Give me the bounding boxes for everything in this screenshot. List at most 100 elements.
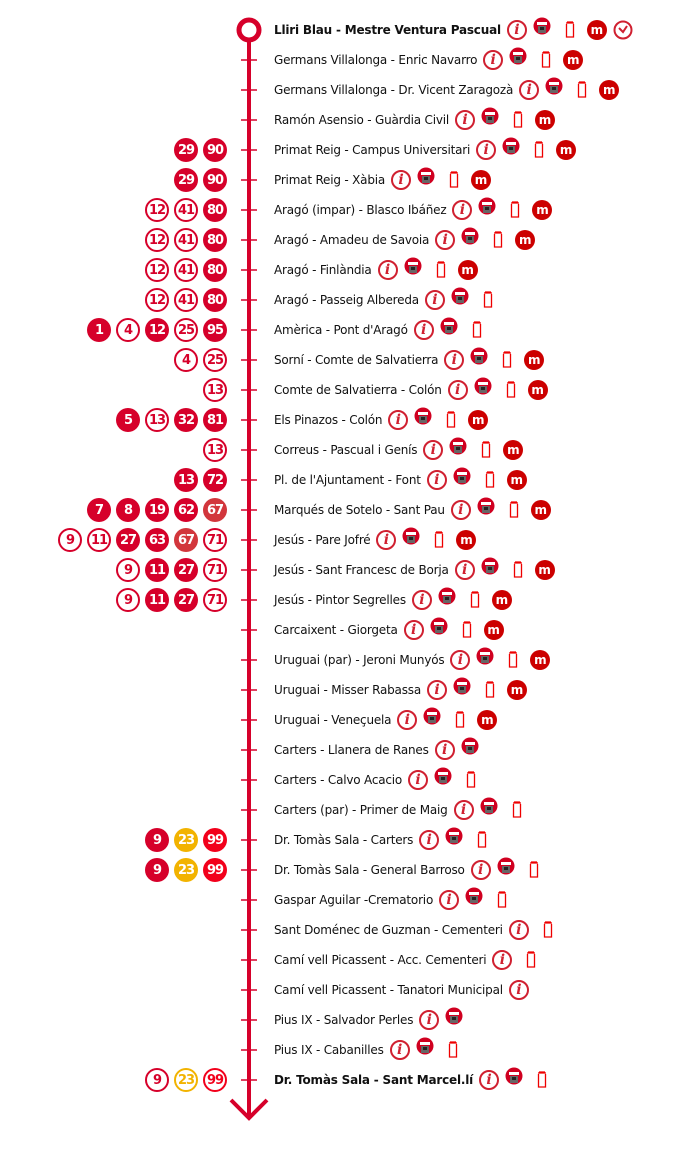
stop[interactable]: Germans Villalonga - Enric Navarro i m [274, 45, 584, 75]
line-badge[interactable]: 63 [145, 528, 169, 552]
line-badge[interactable]: 71 [203, 528, 227, 552]
stop-name[interactable]: Carcaixent - Giorgeta [274, 623, 398, 637]
line-badge[interactable]: 9 [58, 528, 82, 552]
stop-name[interactable]: Uruguai - Veneçuela [274, 713, 392, 727]
line-badge[interactable]: 95 [203, 318, 227, 342]
stop[interactable]: Ramón Asensio - Guàrdia Civil i m [274, 105, 555, 135]
stop-name[interactable]: Carters (par) - Primer de Maig [274, 803, 448, 817]
line-badge[interactable]: 11 [145, 588, 169, 612]
info-icon[interactable]: i [483, 50, 504, 70]
metro-icon[interactable]: m [468, 410, 489, 430]
stop[interactable]: Camí vell Picassent - Tanatori Municipal… [274, 975, 529, 1005]
line-badge[interactable]: 13 [145, 408, 169, 432]
stop-name[interactable]: Pius IX - Cabanilles [274, 1043, 384, 1057]
info-icon[interactable]: i [411, 590, 432, 610]
info-icon[interactable]: i [408, 770, 429, 790]
stop-name[interactable]: Aragó - Amadeu de Savoia [274, 233, 430, 247]
stop-name[interactable]: Dr. Tomàs Sala - General Barroso [274, 863, 465, 877]
info-icon[interactable]: i [450, 650, 471, 670]
line-badge[interactable]: 23 [174, 828, 198, 852]
info-icon[interactable]: i [403, 620, 424, 640]
stop[interactable]: Dr. Tomàs Sala - Sant Marcel.lí i [274, 1065, 547, 1095]
stop-name[interactable]: Correus - Pascual i Genís [274, 443, 418, 457]
stop[interactable]: Dr. Tomàs Sala - General Barroso i [274, 855, 539, 885]
line-badge[interactable]: 23 [174, 858, 198, 882]
line-badge[interactable]: 4 [116, 318, 140, 342]
line-badge[interactable]: 9 [145, 1068, 169, 1092]
info-icon[interactable]: i [455, 110, 475, 130]
stop-name[interactable]: Uruguai - Misser Rabassa [274, 683, 421, 697]
stop[interactable]: Aragó (impar) - Blasco Ibáñez i m [274, 195, 553, 225]
line-badge[interactable]: 67 [203, 498, 227, 522]
info-icon[interactable]: i [389, 1040, 410, 1060]
stop-name[interactable]: Camí vell Picassent - Tanatori Municipal [274, 983, 503, 997]
metro-icon[interactable]: m [515, 230, 536, 250]
metro-icon[interactable]: m [530, 500, 551, 520]
line-badge[interactable]: 41 [174, 198, 198, 222]
line-badge[interactable]: 71 [203, 558, 227, 582]
stop[interactable]: Primat Reig - Campus Universitari i m [274, 135, 577, 165]
info-icon[interactable]: i [397, 710, 418, 730]
line-badge[interactable]: 27 [174, 558, 198, 582]
info-icon[interactable]: i [439, 890, 460, 910]
stop[interactable]: Sorní - Comte de Salvatierra i m [274, 345, 545, 375]
stop[interactable]: Carters - Llanera de Ranes i [274, 735, 479, 765]
stop[interactable]: Sant Doménec de Guzman - Cementeri i [274, 915, 553, 945]
metro-icon[interactable]: m [506, 680, 527, 700]
info-icon[interactable]: i [479, 1070, 500, 1090]
info-icon[interactable]: i [476, 140, 497, 160]
stop[interactable]: Uruguai (par) - Jeroni Munyós i m [274, 645, 551, 675]
line-badge[interactable]: 9 [116, 588, 140, 612]
metro-icon[interactable]: m [456, 530, 477, 550]
line-badge[interactable]: 80 [203, 288, 227, 312]
info-icon[interactable]: i [447, 380, 468, 400]
line-badge[interactable]: 71 [203, 588, 227, 612]
stop-name[interactable]: Primat Reig - Xàbia [274, 173, 386, 187]
line-badge[interactable]: 41 [174, 228, 198, 252]
line-badge[interactable]: 12 [145, 288, 169, 312]
stop-name[interactable]: Dr. Tomàs Sala - Carters [274, 833, 414, 847]
info-icon[interactable]: i [450, 500, 471, 520]
stop-name[interactable]: Sorní - Comte de Salvatierra [274, 353, 439, 367]
line-badge[interactable]: 99 [203, 1068, 227, 1092]
stop-name[interactable]: Aragó (impar) - Blasco Ibáñez [274, 203, 447, 217]
metro-icon[interactable]: m [530, 650, 551, 670]
line-badge[interactable]: 62 [174, 498, 198, 522]
line-badge[interactable]: 27 [116, 528, 140, 552]
metro-icon[interactable]: m [586, 20, 607, 40]
metro-icon[interactable]: m [563, 50, 584, 70]
info-icon[interactable]: i [444, 350, 465, 370]
line-badge[interactable]: 32 [174, 408, 198, 432]
stop[interactable]: Carters (par) - Primer de Maig i [274, 795, 522, 825]
stop-name[interactable]: Aragó - Finlàndia [274, 263, 372, 277]
info-icon[interactable]: i [508, 980, 529, 1000]
info-icon[interactable]: i [391, 170, 412, 190]
metro-icon[interactable]: m [535, 110, 555, 130]
line-badge[interactable]: 4 [174, 348, 198, 372]
stop[interactable]: Carters - Calvo Acacio i [274, 765, 476, 795]
stop-name[interactable]: Pl. de l'Ajuntament - Font [274, 473, 421, 487]
stop-name[interactable]: Aragó - Passeig Albereda [274, 293, 419, 307]
info-icon[interactable]: i [426, 680, 447, 700]
stop[interactable]: Gaspar Aguilar -Crematorio i [274, 885, 507, 915]
stop-name[interactable]: Primat Reig - Campus Universitari [274, 143, 471, 157]
line-badge[interactable]: 80 [203, 258, 227, 282]
stop[interactable]: Marqués de Sotelo - Sant Pau i m [274, 495, 551, 525]
line-badge[interactable]: 19 [145, 498, 169, 522]
info-icon[interactable]: i [454, 560, 475, 580]
line-badge[interactable]: 11 [145, 558, 169, 582]
line-badge[interactable]: 99 [203, 828, 227, 852]
stop[interactable]: Els Pinazos - Colón i m [274, 405, 489, 435]
line-badge[interactable]: 27 [174, 588, 198, 612]
clock-icon[interactable] [613, 20, 633, 40]
metro-icon[interactable]: m [556, 140, 577, 160]
line-badge[interactable]: 80 [203, 228, 227, 252]
line-badge[interactable]: 99 [203, 858, 227, 882]
stop[interactable]: Amèrica - Pont d'Aragó i [274, 315, 482, 345]
info-icon[interactable]: i [434, 740, 455, 760]
line-badge[interactable]: 29 [174, 138, 198, 162]
line-badge[interactable]: 13 [203, 438, 227, 462]
line-badge[interactable]: 13 [203, 378, 227, 402]
line-badge[interactable]: 90 [203, 138, 227, 162]
info-icon[interactable]: i [508, 920, 529, 940]
